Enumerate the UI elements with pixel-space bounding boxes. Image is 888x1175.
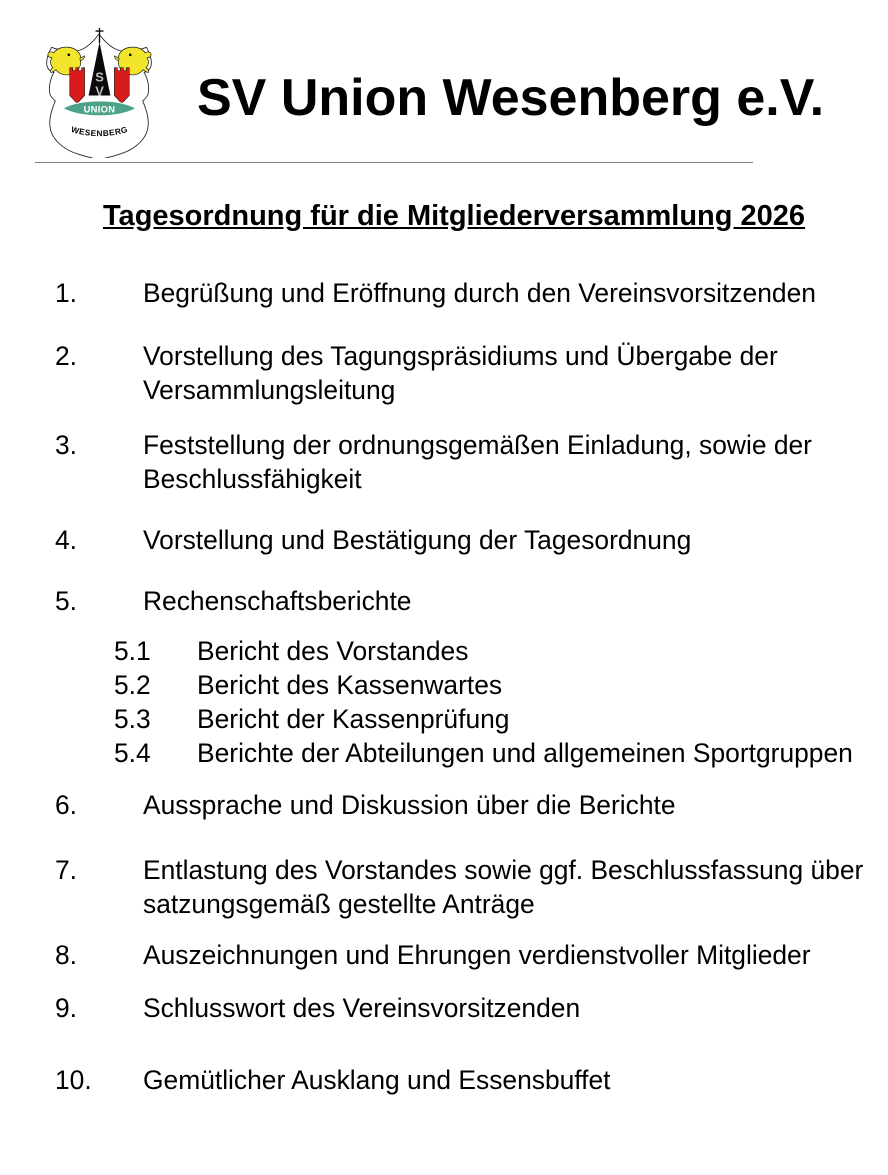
svg-text:UNION: UNION xyxy=(84,103,116,114)
svg-text:S: S xyxy=(95,70,104,85)
svg-text:V: V xyxy=(95,83,104,98)
